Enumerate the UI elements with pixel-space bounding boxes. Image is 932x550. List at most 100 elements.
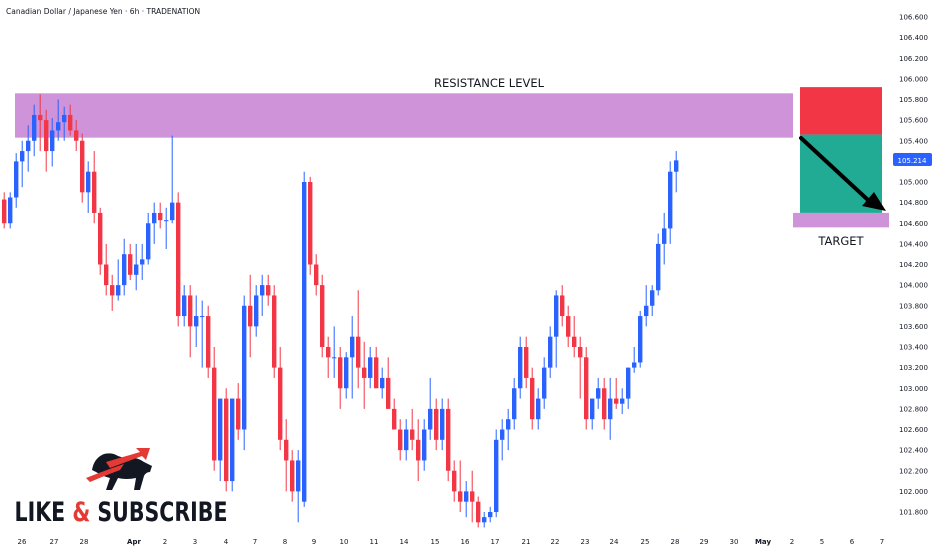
- candle-body: [428, 408, 433, 430]
- time-tick-label: 11: [370, 538, 379, 546]
- candle-body: [200, 316, 205, 318]
- candle-body: [332, 357, 337, 359]
- candle-body: [152, 212, 157, 224]
- price-tick-label: 103.000: [899, 385, 928, 393]
- price-tick-label: 102.400: [899, 447, 928, 455]
- candle-body: [356, 336, 361, 368]
- candle-body: [488, 512, 493, 518]
- price-tick-label: 104.600: [899, 220, 928, 228]
- candle-body: [398, 429, 403, 451]
- candles-layer: [2, 94, 679, 528]
- candle-body: [302, 182, 307, 502]
- candle-body: [176, 202, 181, 317]
- current-price-tag: [893, 153, 932, 166]
- candle-body: [344, 357, 349, 389]
- time-tick-label: 22: [551, 538, 560, 546]
- time-axis[interactable]: [0, 532, 932, 550]
- candle-body: [56, 122, 61, 131]
- time-tick-label: 5: [820, 538, 824, 546]
- candle-body: [548, 336, 553, 368]
- time-tick-label: 30: [730, 538, 739, 546]
- candle-body: [338, 357, 343, 389]
- candle-body: [230, 398, 235, 482]
- price-tick-label: 102.600: [899, 426, 928, 434]
- price-tick-label: 104.800: [899, 199, 928, 207]
- candle-body: [134, 264, 139, 275]
- candle-body: [512, 388, 517, 420]
- candle-body: [308, 182, 313, 265]
- resistance-zone: [15, 93, 793, 138]
- candle-body: [590, 398, 595, 420]
- symbol-title: Canadian Dollar / Japanese Yen · 6h · TR…: [6, 7, 200, 16]
- price-tick-label: 104.200: [899, 261, 928, 269]
- candle-body: [656, 243, 661, 291]
- time-tick-label: 16: [461, 538, 470, 546]
- candle-body: [668, 171, 673, 229]
- price-axis[interactable]: [892, 0, 932, 532]
- candle-body: [146, 223, 151, 260]
- candle-body: [158, 212, 163, 221]
- price-tick-label: 106.600: [899, 14, 928, 22]
- price-tick-label: 102.200: [899, 467, 928, 475]
- time-tick-label: 10: [340, 538, 349, 546]
- candle-body: [14, 161, 19, 198]
- candle-body: [320, 285, 325, 347]
- candle-body: [440, 408, 445, 440]
- price-tick-label: 102.800: [899, 405, 928, 413]
- time-tick-label: 26: [18, 538, 27, 546]
- candle-body: [572, 336, 577, 347]
- candle-body: [446, 408, 451, 471]
- time-tick-label: 2: [790, 538, 794, 546]
- candle-body: [380, 377, 385, 389]
- time-tick-label: 25: [641, 538, 650, 546]
- time-tick-label: 7: [880, 538, 884, 546]
- candle-body: [290, 460, 295, 492]
- candle-body: [410, 429, 415, 440]
- candle-body: [566, 316, 571, 337]
- candle-body: [50, 130, 55, 152]
- candle-body: [212, 367, 217, 461]
- candle-body: [116, 285, 121, 296]
- time-tick-label: 14: [400, 538, 409, 546]
- candle-body: [260, 285, 265, 296]
- time-tick-label: Apr: [127, 538, 141, 546]
- candle-body: [44, 120, 49, 152]
- candle-body: [26, 140, 31, 152]
- price-tick-label: 101.800: [899, 509, 928, 517]
- candle-body: [98, 212, 103, 265]
- candle-body: [74, 130, 79, 141]
- candle-body: [38, 114, 43, 121]
- time-tick-label: 9: [312, 538, 316, 546]
- candle-body: [500, 429, 505, 440]
- candle-body: [452, 470, 457, 492]
- candle-body: [650, 290, 655, 306]
- candle-body: [278, 367, 283, 440]
- candle-body: [578, 347, 583, 358]
- projection-arrow: [799, 136, 870, 202]
- candle-body: [248, 305, 253, 327]
- time-tick-label: 28: [671, 538, 680, 546]
- candle-body: [620, 398, 625, 404]
- candle-body: [596, 388, 601, 399]
- candle-body: [482, 517, 487, 523]
- candle-body: [614, 398, 619, 404]
- time-tick-label: May: [755, 538, 771, 546]
- price-tick-label: 103.600: [899, 323, 928, 331]
- candle-body: [8, 197, 13, 224]
- candle-body: [62, 114, 67, 123]
- candle-body: [188, 295, 193, 327]
- candle-body: [314, 264, 319, 286]
- time-tick-label: 17: [491, 538, 500, 546]
- time-tick-label: 21: [522, 538, 531, 546]
- candle-body: [458, 491, 463, 502]
- candle-body: [662, 228, 667, 244]
- candle-body: [386, 377, 391, 409]
- candle-body: [170, 202, 175, 221]
- candle-body: [224, 398, 229, 482]
- candle-body: [626, 367, 631, 399]
- price-tick-label: 104.000: [899, 282, 928, 290]
- price-tick-label: 102.000: [899, 488, 928, 496]
- candle-body: [644, 305, 649, 317]
- time-tick-label: 8: [283, 538, 287, 546]
